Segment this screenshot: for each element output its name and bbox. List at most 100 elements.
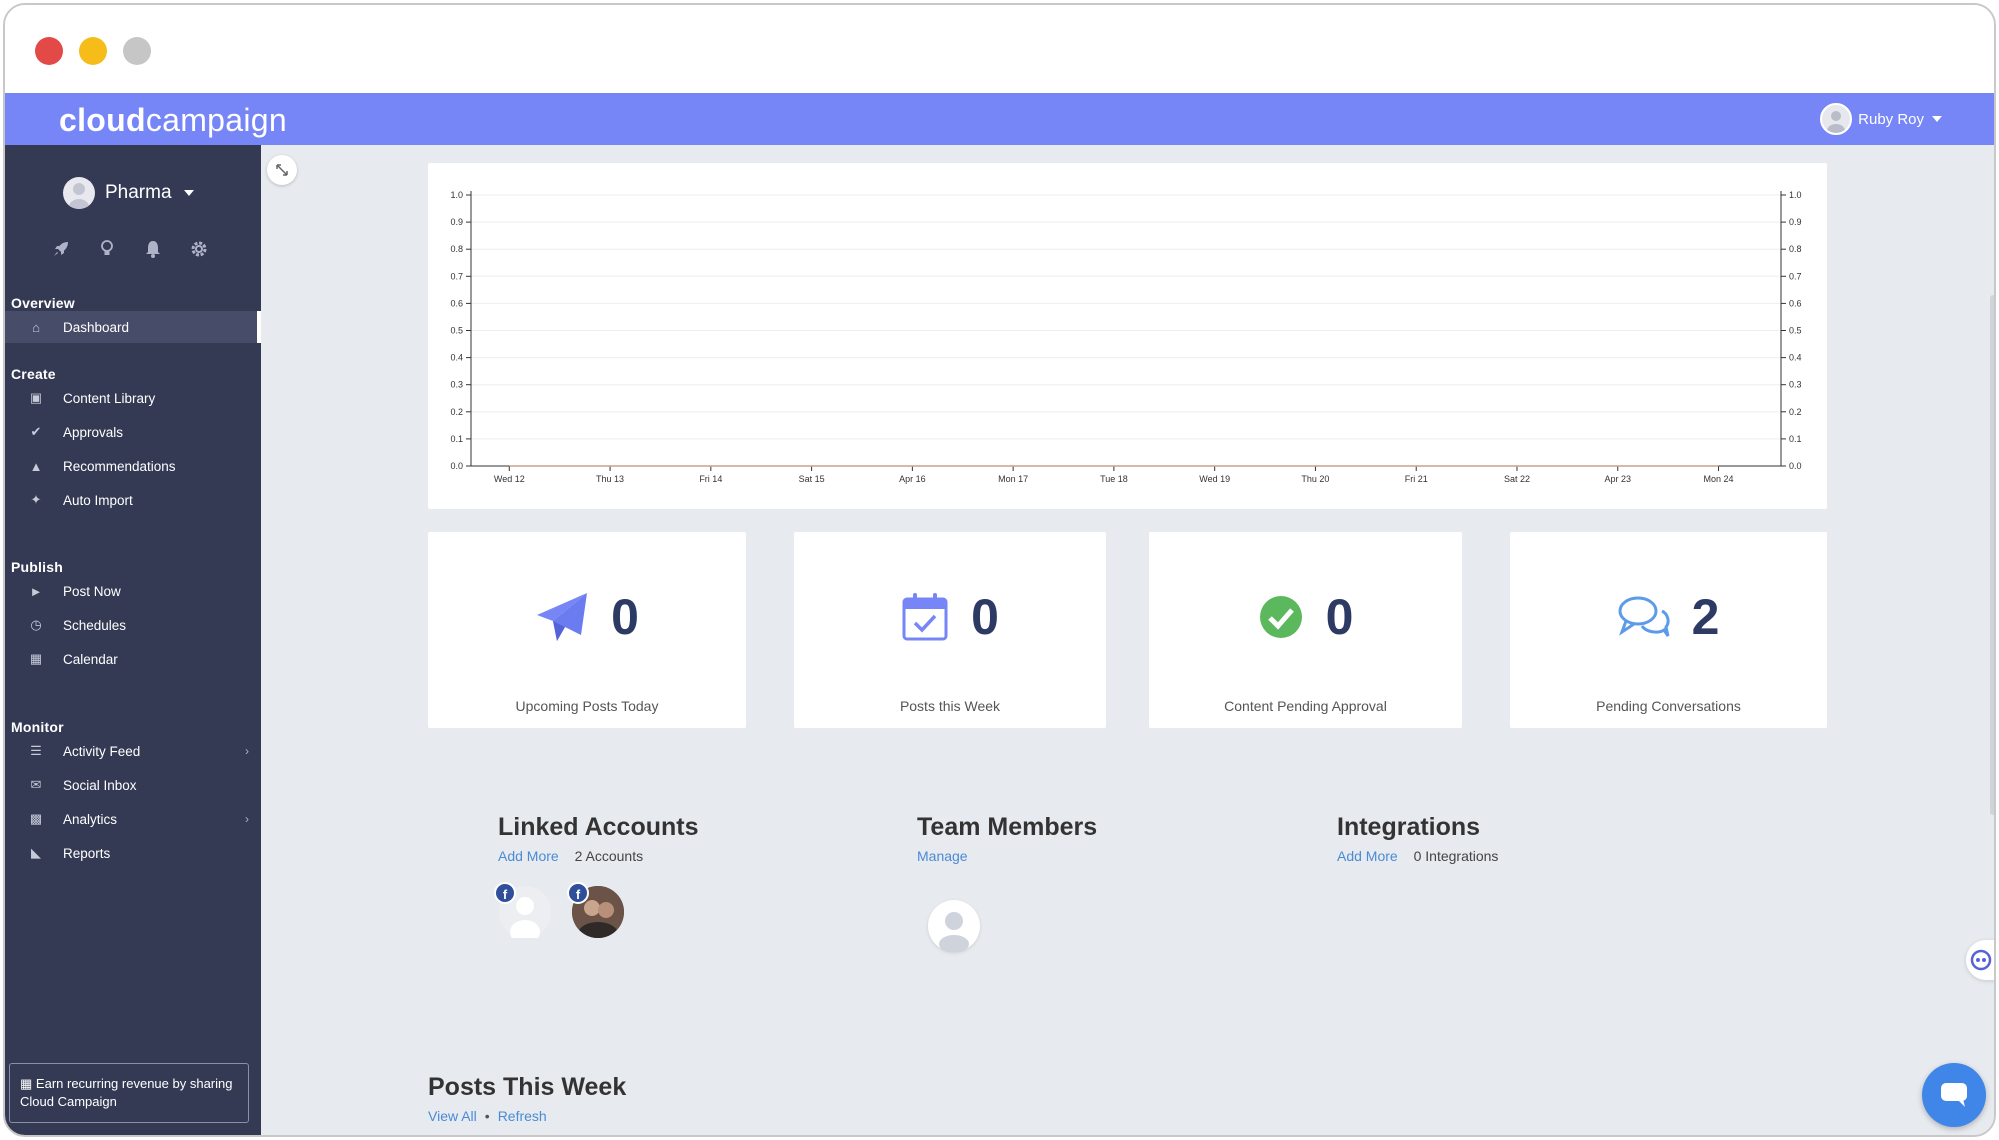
x-tick-label: Apr 23 <box>1604 474 1631 484</box>
bell-icon[interactable] <box>141 237 165 261</box>
envelope-icon: ✉ <box>30 777 42 792</box>
linked-accounts-title: Linked Accounts <box>498 813 699 841</box>
org-name: Pharma <box>105 182 172 203</box>
x-tick-label: Mon 17 <box>998 474 1028 484</box>
sidebar-item-reports[interactable]: ◣ Reports <box>5 837 261 869</box>
chat-bubbles-icon <box>1618 596 1670 637</box>
referral-text: Earn recurring revenue by sharing Cloud … <box>20 1076 233 1109</box>
add-account-link[interactable]: Add More <box>498 848 559 864</box>
section-overview: Overview <box>11 295 75 311</box>
close-window-button[interactable] <box>35 37 63 65</box>
stat-pending-conversations: 2 Pending Conversations <box>1510 532 1827 728</box>
y2-tick-label: 0.7 <box>1789 271 1802 281</box>
sidebar-item-schedules[interactable]: ◷ Schedules <box>5 609 261 641</box>
scrollbar[interactable] <box>1990 295 1994 815</box>
facebook-icon: f <box>567 882 589 904</box>
maximize-window-button[interactable] <box>123 37 151 65</box>
sidebar-item-label: Dashboard <box>63 319 130 335</box>
quick-actions <box>49 237 211 261</box>
sidebar-item-dashboard[interactable]: ⌂ Dashboard <box>5 311 261 343</box>
posts-this-week-title: Posts This Week <box>428 1073 627 1101</box>
window-titlebar <box>5 5 1994 93</box>
y2-tick-label: 0.0 <box>1789 461 1802 471</box>
separator-dot: • <box>484 1108 490 1124</box>
rocket-icon[interactable] <box>49 237 73 261</box>
y-tick-label: 0.5 <box>450 326 463 336</box>
section-publish: Publish <box>11 559 63 575</box>
add-integration-link[interactable]: Add More <box>1337 848 1398 864</box>
org-switcher[interactable]: Pharma <box>63 177 194 209</box>
x-tick-label: Mon 24 <box>1704 474 1734 484</box>
minimize-window-button[interactable] <box>79 37 107 65</box>
list-icon: ☰ <box>30 743 42 758</box>
sidebar-item-content-library[interactable]: ▣ Content Library <box>5 382 261 414</box>
sidebar-item-analytics[interactable]: ▩ Analytics › <box>5 803 261 835</box>
sidebar-item-label: Schedules <box>63 617 127 633</box>
home-icon: ⌂ <box>32 319 40 335</box>
user-menu[interactable]: Ruby Roy <box>1820 103 1942 135</box>
y-tick-label: 1.0 <box>450 190 463 200</box>
sidebar-item-calendar[interactable]: ▦ Calendar <box>5 643 261 675</box>
sidebar-item-label: Analytics <box>63 811 118 827</box>
magic-wand-icon: ✦ <box>30 492 42 507</box>
integrations-title: Integrations <box>1337 813 1481 841</box>
collapse-arrows-icon <box>276 164 288 176</box>
lightbulb-icon[interactable] <box>95 237 119 261</box>
stat-value: 0 <box>971 589 999 645</box>
manage-team-link[interactable]: Manage <box>917 848 968 864</box>
top-bar: cloudcampaign Ruby Roy <box>5 93 1994 145</box>
linked-accounts-section: Linked Accounts Add More 2 Accounts <box>498 813 699 864</box>
sidebar-item-social-inbox[interactable]: ✉ Social Inbox <box>5 769 261 801</box>
assistant-tab[interactable] <box>1966 940 1994 980</box>
sidebar-item-activity-feed[interactable]: ☰ Activity Feed › <box>5 735 261 767</box>
posts-this-week-section: Posts This Week View All • Refresh <box>428 1073 626 1124</box>
sidebar-item-label: Content Library <box>63 390 156 406</box>
x-tick-label: Fri 21 <box>1405 474 1428 484</box>
sidebar: Pharma Overview ⌂ Dashboard Create ▣ <box>5 145 261 1135</box>
gear-icon[interactable] <box>187 237 211 261</box>
section-create: Create <box>11 366 56 382</box>
x-tick-label: Sat 22 <box>1504 474 1530 484</box>
team-members-title: Team Members <box>917 813 1098 841</box>
sidebar-item-label: Auto Import <box>63 492 133 508</box>
x-tick-label: Wed 12 <box>494 474 525 484</box>
sidebar-item-recommendations[interactable]: ▲ Recommendations <box>5 450 261 482</box>
calendar-icon: ▦ <box>29 651 43 666</box>
y2-tick-label: 0.1 <box>1789 434 1802 444</box>
x-tick-label: Sat 15 <box>799 474 825 484</box>
chevron-right-icon: › <box>245 744 249 758</box>
image-icon: ▣ <box>29 390 43 405</box>
sidebar-item-approvals[interactable]: ✔ Approvals <box>5 416 261 448</box>
calendar-check-icon <box>902 593 948 641</box>
y-tick-label: 0.6 <box>450 298 463 308</box>
chat-launcher-button[interactable] <box>1922 1063 1986 1127</box>
x-tick-label: Wed 19 <box>1199 474 1230 484</box>
bar-chart-icon: ▩ <box>29 811 43 826</box>
linked-account-avatar[interactable] <box>572 886 624 938</box>
stat-posts-this-week: 0 Posts this Week <box>794 532 1106 728</box>
referral-banner[interactable]: ▦ Earn recurring revenue by sharing Clou… <box>9 1063 249 1123</box>
refresh-link[interactable]: Refresh <box>497 1108 547 1124</box>
team-member-avatar[interactable] <box>928 900 980 953</box>
sidebar-item-label: Recommendations <box>63 458 176 474</box>
chart-svg: 0.0 0.0 0.1 0.1 0.2 0.2 0.3 0.3 0.4 0.4 0.5 0.5 0.6 0… <box>450 190 1802 484</box>
sidebar-item-label: Post Now <box>63 583 121 599</box>
stat-content-pending-approval: 0 Content Pending Approval <box>1149 532 1462 728</box>
y-tick-label: 0.9 <box>450 217 463 227</box>
sidebar-item-post-now[interactable]: ► Post Now <box>5 575 261 607</box>
sidebar-item-label: Calendar <box>63 651 118 667</box>
sidebar-item-label: Activity Feed <box>63 743 141 759</box>
y-tick-label: 0.7 <box>450 271 463 281</box>
sidebar-item-auto-import[interactable]: ✦ Auto Import <box>5 484 261 516</box>
stat-label: Upcoming Posts Today <box>515 698 659 714</box>
chevron-down-icon <box>183 190 194 196</box>
stat-label: Pending Conversations <box>1596 698 1741 714</box>
integrations-section: Integrations Add More 0 Integrations <box>1337 813 1498 864</box>
y2-tick-label: 0.5 <box>1789 326 1802 336</box>
sidebar-item-label: Approvals <box>63 424 124 440</box>
view-all-link[interactable]: View All <box>428 1108 477 1124</box>
team-members-section: Team Members Manage <box>917 813 1097 864</box>
x-tick-label: Thu 20 <box>1301 474 1329 484</box>
collapse-sidebar-button[interactable] <box>267 155 297 185</box>
app-logo[interactable]: cloudcampaign <box>59 102 287 138</box>
